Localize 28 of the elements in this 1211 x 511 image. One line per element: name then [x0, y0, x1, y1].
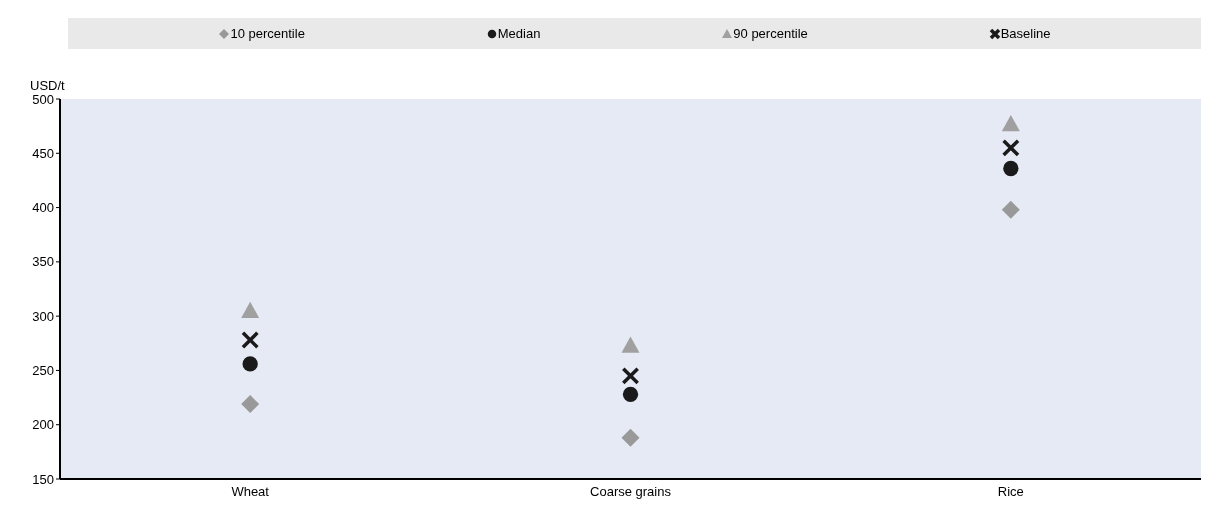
y-tick-label: 350 [32, 254, 54, 270]
point [241, 331, 260, 349]
x-tick-label: Coarse grains [590, 484, 672, 500]
point [1001, 138, 1020, 157]
y-tick-label: 450 [32, 145, 54, 161]
legend-label: 10 percentile [230, 26, 305, 41]
legend-label: Median [497, 26, 541, 41]
y-tick-label: 150 [32, 471, 54, 487]
y-tick-label: 500 [32, 91, 54, 107]
point [621, 336, 640, 353]
y-tick-label: 200 [32, 417, 54, 433]
y-axis-title: USD/t [30, 78, 65, 93]
point [1001, 200, 1020, 219]
point [1003, 160, 1019, 177]
x-tick-label: Rice [997, 484, 1024, 500]
x-tick-label: Wheat [231, 484, 270, 500]
point [242, 356, 258, 372]
y-tick-label: 300 [32, 308, 54, 324]
y-tick-label: 250 [32, 363, 54, 379]
point [621, 366, 640, 385]
point [622, 386, 639, 402]
point [241, 301, 260, 318]
point [1001, 114, 1020, 132]
legend-label: Baseline [1000, 26, 1051, 41]
point [241, 395, 260, 414]
y-tick-label: 400 [32, 200, 54, 216]
point [621, 428, 640, 447]
legend-label: 90 percentile [733, 26, 808, 41]
